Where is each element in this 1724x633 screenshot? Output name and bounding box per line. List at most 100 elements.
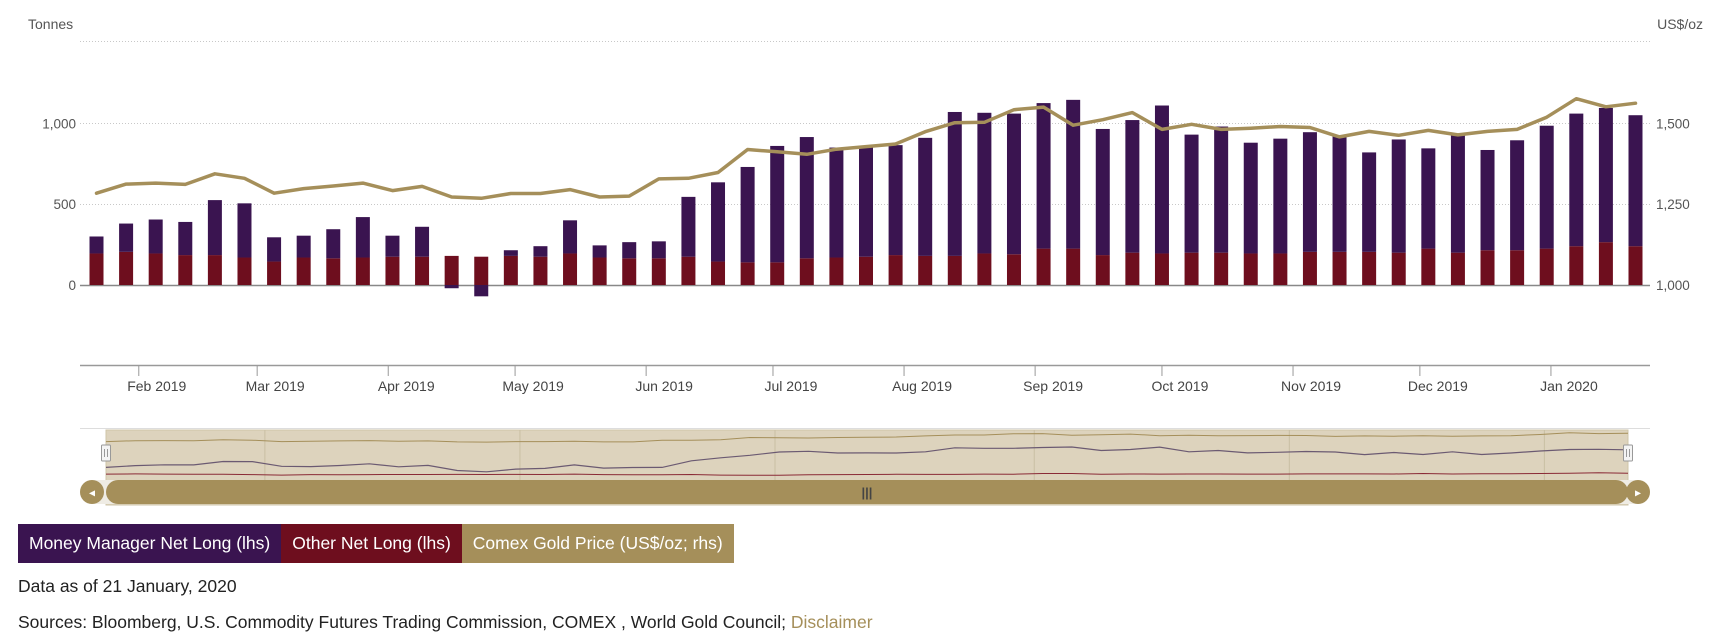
bar-money-manager: [415, 226, 430, 257]
bar-other: [947, 255, 962, 285]
x-tick-label: Jan 2020: [1540, 378, 1598, 394]
bar-other: [711, 261, 726, 285]
x-tick-label: Feb 2019: [127, 378, 186, 394]
bar-other: [918, 255, 933, 285]
y-tick-label: 1,000: [42, 116, 76, 131]
bar-money-manager: [1154, 105, 1169, 254]
bar-other: [1510, 250, 1525, 285]
bar-money-manager: [740, 166, 755, 263]
disclaimer-link[interactable]: Disclaimer: [790, 612, 873, 632]
navigator-left-handle[interactable]: [101, 444, 111, 462]
x-tick-label: Sep 2019: [1023, 378, 1083, 394]
bar-other: [237, 257, 252, 285]
bar-other: [563, 253, 578, 285]
scrollbar-thumb[interactable]: [106, 480, 1628, 504]
navigator-right-handle[interactable]: [1623, 444, 1633, 462]
bar-money-manager: [947, 111, 962, 256]
data-as-of-note: Data as of 21 January, 2020: [18, 576, 237, 596]
bar-money-manager: [1184, 134, 1199, 253]
sources-note: Sources: Bloomberg, U.S. Commodity Futur…: [18, 612, 873, 633]
bar-money-manager: [770, 145, 785, 263]
bar-other: [355, 257, 370, 285]
bar-other: [888, 255, 903, 285]
bar-money-manager: [1391, 139, 1406, 253]
bar-money-manager: [1036, 103, 1051, 249]
bar-money-manager: [355, 217, 370, 258]
bar-other: [267, 261, 282, 285]
bar-other: [1628, 246, 1643, 285]
bar-other: [1598, 242, 1613, 285]
legend-item-money-manager[interactable]: Money Manager Net Long (lhs): [18, 524, 282, 563]
sources-text: Sources: Bloomberg, U.S. Commodity Futur…: [18, 612, 791, 632]
bar-money-manager: [1450, 134, 1465, 253]
bar-money-manager: [1510, 140, 1525, 251]
bar-money-manager: [207, 200, 222, 256]
bar-other: [799, 258, 814, 285]
bar-other: [651, 258, 666, 285]
y-tick-label: 500: [53, 197, 76, 212]
scroll-right-button[interactable]: [1626, 480, 1650, 504]
scroll-left-button[interactable]: [80, 480, 104, 504]
legend-item-gold-price[interactable]: Comex Gold Price (US$/oz; rhs): [461, 524, 734, 563]
bar-money-manager: [385, 235, 400, 257]
bar-other: [119, 251, 134, 285]
line-gold-price: [94, 96, 1638, 201]
bar-money-manager: [267, 237, 282, 262]
bar-money-manager: [651, 241, 666, 259]
legend-item-other[interactable]: Other Net Long (lhs): [281, 524, 462, 563]
bar-money-manager: [859, 145, 873, 257]
x-tick-label: Nov 2019: [1281, 378, 1341, 394]
bar-money-manager: [1006, 113, 1021, 255]
bar-series: [89, 99, 1643, 297]
y-axis-title: Tonnes: [28, 16, 73, 32]
bar-money-manager: [89, 236, 104, 254]
bar-money-manager: [326, 229, 341, 259]
bar-money-manager: [1539, 125, 1554, 249]
bar-other: [1214, 252, 1229, 285]
bar-money-manager: [296, 235, 311, 258]
axes: 0 500 1,000 1,000 1,250 1,500 Tonnes US$/oz Feb …: [28, 16, 1703, 394]
navigator-mini-money-manager: [105, 446, 1629, 473]
x-tick-label: Jun 2019: [635, 378, 693, 394]
bar-other: [1006, 254, 1021, 285]
bar-money-manager: [1569, 113, 1584, 247]
bar-other: [1095, 255, 1110, 285]
bar-money-manager: [1362, 152, 1377, 252]
bar-money-manager: [1598, 107, 1613, 243]
navigator-mini-other: [105, 472, 1629, 476]
bar-other: [474, 256, 489, 285]
bar-other: [1450, 252, 1465, 285]
x-tick-label: Apr 2019: [378, 378, 435, 394]
line-series: [94, 96, 1638, 201]
y-tick-label: 0: [68, 278, 76, 293]
bar-money-manager: [1125, 120, 1140, 253]
bar-other: [1332, 251, 1347, 285]
bar-money-manager: [237, 203, 252, 258]
bar-money-manager: [1095, 128, 1110, 256]
bar-money-manager: [503, 250, 518, 256]
bar-other: [444, 255, 459, 285]
x-tick-label: Mar 2019: [246, 378, 305, 394]
bar-money-manager: [888, 145, 903, 256]
bar-money-manager: [474, 285, 489, 297]
bar-other: [385, 256, 400, 285]
x-tick-label: Jul 2019: [765, 378, 818, 394]
bar-other: [1302, 251, 1317, 285]
x-tick-label: Oct 2019: [1152, 378, 1209, 394]
x-tick-label: May 2019: [502, 378, 564, 394]
navigator-mini-price: [105, 432, 1629, 443]
scrollbar-grip-icon: |||: [862, 485, 873, 500]
y2-tick-label: 1,250: [1656, 197, 1690, 212]
bar-other: [1391, 252, 1406, 285]
bar-money-manager: [799, 137, 814, 259]
bar-money-manager: [592, 245, 607, 258]
bar-other: [1184, 252, 1199, 285]
y2-tick-label: 1,000: [1656, 278, 1690, 293]
bar-other: [533, 256, 548, 285]
bar-money-manager: [622, 242, 637, 259]
x-tick-label: Dec 2019: [1408, 378, 1468, 394]
bar-other: [681, 256, 696, 285]
bar-other: [296, 257, 311, 285]
navigator[interactable]: ||| ◂ ▸: [80, 428, 1650, 506]
bar-money-manager: [1628, 115, 1643, 247]
